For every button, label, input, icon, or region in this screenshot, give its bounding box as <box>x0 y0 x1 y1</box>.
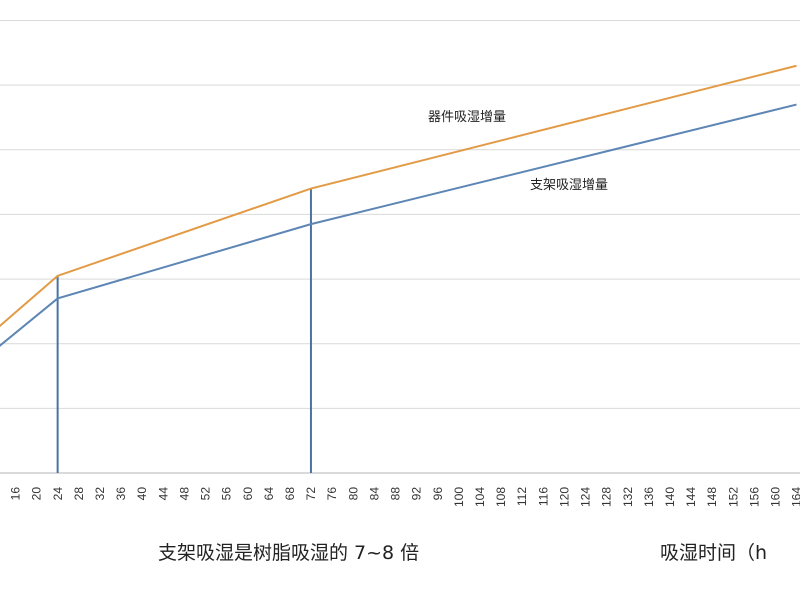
x-tick-label: 164 <box>790 487 800 507</box>
x-tick-label: 148 <box>705 487 719 507</box>
x-tick-label: 68 <box>283 487 297 501</box>
x-axis-title: 吸湿时间（h <box>660 542 768 564</box>
x-tick-label: 116 <box>536 487 550 506</box>
x-tick-label: 124 <box>579 487 593 507</box>
x-tick-label: 112 <box>515 487 529 506</box>
x-tick-label: 12 <box>0 487 1 501</box>
x-tick-label: 60 <box>241 487 255 501</box>
x-tick-label: 36 <box>114 487 128 501</box>
x-tick-label: 152 <box>726 487 740 507</box>
x-tick-label: 40 <box>135 487 149 501</box>
x-tick-label: 28 <box>72 487 86 501</box>
series-label-bracket: 支架吸湿增量 <box>530 178 608 193</box>
x-tick-label: 64 <box>262 487 276 501</box>
x-tick-label: 48 <box>177 487 191 501</box>
x-tick-label: 160 <box>769 487 783 507</box>
x-tick-label: 72 <box>304 487 318 501</box>
series-line-bracket <box>0 103 797 347</box>
x-tick-label: 20 <box>30 487 44 501</box>
x-tick-label: 128 <box>600 487 614 507</box>
x-tick-label: 92 <box>410 487 424 501</box>
x-tick-label: 52 <box>199 487 213 501</box>
x-tick-label: 56 <box>220 487 234 501</box>
x-tick-label: 32 <box>93 487 107 501</box>
x-tick-label: 84 <box>367 487 381 501</box>
x-tick-label: 76 <box>325 487 339 501</box>
x-tick-label: 156 <box>747 487 761 507</box>
x-tick-label: 88 <box>389 487 403 501</box>
vertical-markers <box>56 188 312 473</box>
x-tick-label: 100 <box>452 487 466 507</box>
x-tick-label: 44 <box>156 487 170 501</box>
x-axis-ticks: 12 16 20 24 28 32 36 40 44 48 52 56 60 64 68 72 76 80 84 88… <box>0 487 800 507</box>
x-tick-label: 140 <box>663 487 677 507</box>
series-line-device <box>0 64 797 328</box>
x-tick-label: 120 <box>557 487 571 507</box>
x-tick-label: 24 <box>51 487 65 501</box>
x-tick-label: 96 <box>431 487 445 501</box>
series-lines <box>0 64 797 347</box>
x-tick-label: 104 <box>473 487 487 507</box>
gridlines <box>0 20 800 474</box>
series-label-device: 器件吸湿增量 <box>428 110 506 125</box>
x-tick-label: 16 <box>9 487 23 501</box>
x-tick-label: 80 <box>346 487 360 501</box>
chart-caption-note: 支架吸湿是树脂吸湿的 7~8 倍 <box>158 542 420 564</box>
x-tick-label: 108 <box>494 487 508 507</box>
x-tick-label: 144 <box>684 487 698 507</box>
x-tick-label: 136 <box>642 487 656 507</box>
x-tick-label: 132 <box>621 487 635 507</box>
